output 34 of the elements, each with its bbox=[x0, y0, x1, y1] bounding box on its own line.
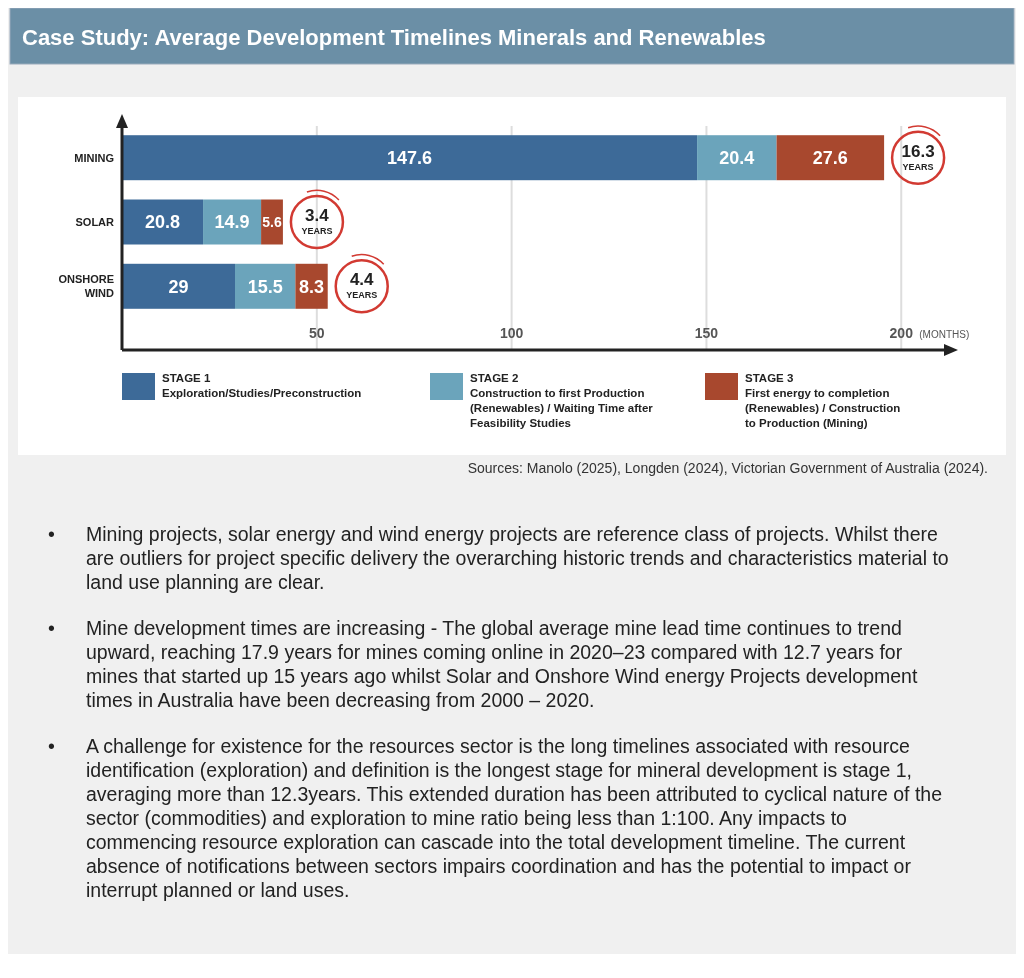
text: • A challenge for existence for the resources sector is the long timelines associated with resource identification (exploration) and definition is the longest stage for mineral development is stage 1, averaging more than 12.3years. This extended duration has been attributed to cyclical nature of the sector (commodities) and exploration to mine ratio being less than 1:100. Any impacts to commencing resource exploration can cascade into the total development timeline. The current absence of notifications between sectors impairs coordination and has the potential to impact or interrupt planned or land uses. bbox=[48, 735, 943, 901]
y-tick-label: MINING bbox=[74, 151, 114, 164]
text: • Mining projects, solar energy and wind energy projects are reference class of projects. Whilst there are outliers for project specific delivery the overarching historic trends and characteristics material to land use planning are clear. bbox=[48, 523, 949, 593]
legend-label: STAGE 1 Exploration/Studies/Preconstruction bbox=[162, 372, 362, 399]
legend-label: STAGE 3 First energy to completion (Renewables) / Construction to Production (Mining) bbox=[745, 372, 901, 429]
data-label: 8.3 bbox=[299, 276, 325, 297]
legend-label: STAGE 2 Construction to first Production (Renewables) / Waiting Time after Feasibility Studies bbox=[470, 372, 654, 429]
annotation: 3.4 YEARS bbox=[301, 206, 333, 236]
y-tick-label: ONSHORE WIND bbox=[58, 273, 115, 300]
data-label: 27.6 bbox=[812, 148, 848, 169]
y-tick-label: SOLAR bbox=[75, 215, 115, 228]
data-label: 147.6 bbox=[387, 148, 433, 169]
bar bbox=[234, 263, 296, 309]
data-label: 29 bbox=[168, 276, 189, 297]
x-tick-label: 200 bbox=[889, 325, 914, 341]
data-label: 20.8 bbox=[145, 212, 181, 233]
bar bbox=[122, 263, 235, 309]
data-label: 14.9 bbox=[214, 212, 250, 233]
x-tick-label: 150 bbox=[694, 325, 719, 341]
bar bbox=[697, 135, 777, 181]
bar bbox=[203, 199, 262, 245]
annotation: 4.4 YEARS bbox=[346, 270, 378, 301]
x-axis-title: (MONTHS) bbox=[919, 329, 970, 340]
bar bbox=[776, 135, 885, 181]
x-tick-label: 100 bbox=[499, 325, 524, 341]
text: • Mine development times are increasing - The global average mine lead time continues to trend upward, reaching 17.9 years for mines coming online in 2020–23 compared with 12.7 years for mines that started up 15 years ago whilst Solar and Onshore Wind energy Projects development times in Australia have been decreasing from 2000 – 2020. bbox=[48, 617, 918, 711]
x-tick-label: 50 bbox=[309, 325, 325, 341]
data-label: 15.5 bbox=[247, 276, 283, 297]
source-note: Sources: Manolo (2025), Longden (2024), Victorian Government of Australia (2024). bbox=[467, 460, 988, 476]
data-label: 5.6 bbox=[262, 213, 282, 230]
chart-title: Case Study: Average Development Timelines Minerals and Renewables bbox=[22, 25, 766, 50]
annotation: 16.3 YEARS bbox=[901, 141, 935, 172]
data-label: 20.4 bbox=[719, 148, 755, 169]
bar bbox=[122, 135, 698, 181]
